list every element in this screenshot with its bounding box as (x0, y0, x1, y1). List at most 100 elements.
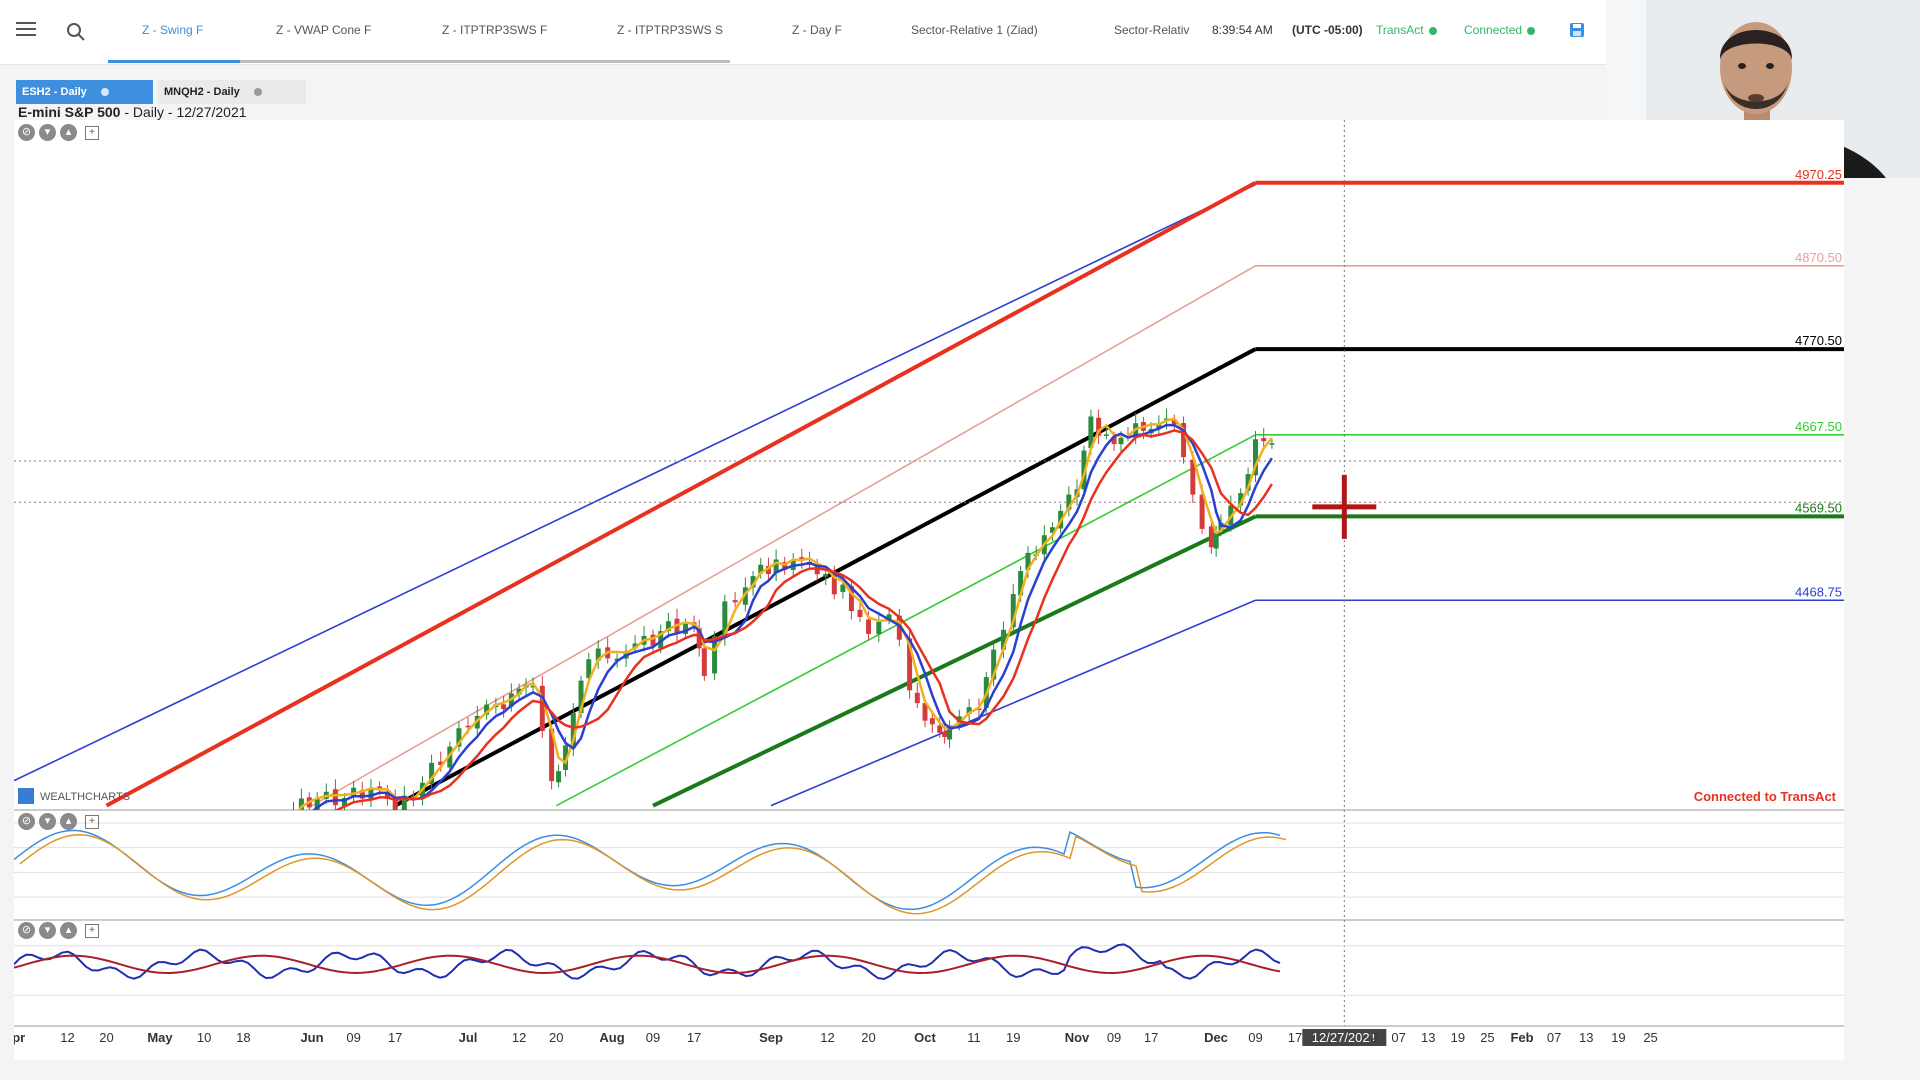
price-chart[interactable]: 4970.25 4870.50 4770.50 4667.50 4569.50 4468.… (3, 120, 1910, 1060)
time-tick-label: 07 (1547, 1030, 1561, 1045)
candle-body (283, 822, 288, 834)
time-tick-label: 19 (1451, 1030, 1465, 1045)
candle-body (556, 771, 562, 783)
pane-expand-icon[interactable]: ▴ (60, 813, 77, 830)
tab-sector-relativ[interactable]: Sector-Relativ (1114, 23, 1190, 37)
time-tick-label: 20 (549, 1030, 563, 1045)
candle-body (484, 704, 490, 715)
tab-itptrp3sws-f[interactable]: Z - ITPTRP3SWS F (442, 23, 548, 37)
time-tick-label: 19 (1611, 1030, 1625, 1045)
candle-body (368, 788, 374, 799)
connection-status: Connected (1464, 23, 1536, 37)
time-tick-label: 19 (1006, 1030, 1020, 1045)
candle-body (914, 692, 920, 704)
time-tick-label: 07 (1391, 1030, 1405, 1045)
time-tick-label: Jun (300, 1030, 323, 1045)
candle-body (929, 718, 935, 725)
candle-body (866, 619, 872, 634)
candle-body (1081, 450, 1087, 490)
time-axis[interactable]: Apr 12 20 May 10 18 Jun 09 17 Jul 12 20 Aug 09 17 Sep 12… (3, 1029, 1658, 1046)
symbol-tab-esh2[interactable]: ESH2 - Daily (16, 80, 153, 104)
active-tab-indicator (108, 60, 240, 63)
pane-close-icon[interactable]: ⊘ (18, 813, 35, 830)
candle-body (465, 725, 471, 728)
osc2-line-a (13, 943, 1281, 981)
time-tick-label: 17 (388, 1030, 402, 1045)
candle-body (840, 584, 846, 592)
pane-close-icon[interactable]: ⊘ (18, 124, 35, 141)
candle-body (1066, 494, 1072, 510)
time-tick-label: 13 (1579, 1030, 1593, 1045)
search-icon[interactable] (66, 22, 86, 42)
tab-sector-relative-ziad[interactable]: Sector-Relative 1 (Ziad) (911, 23, 1038, 37)
tabs-scrollbar[interactable] (240, 60, 730, 63)
candle-body (314, 798, 320, 810)
pane-expand-icon[interactable]: ▴ (60, 124, 77, 141)
candle-body (683, 623, 689, 634)
oscillator-pane-1[interactable] (13, 822, 1846, 915)
oscillator-pane-2[interactable] (13, 943, 1846, 996)
candle-body (665, 621, 671, 632)
candle-body (1199, 494, 1205, 529)
candle-body (1238, 493, 1244, 506)
candle-body (823, 574, 829, 577)
candle-body (966, 707, 972, 714)
tab-swing-f[interactable]: Z - Swing F (142, 23, 204, 37)
candle-body (976, 708, 982, 710)
pane-expand-icon[interactable]: ▴ (60, 922, 77, 939)
main-price-pane[interactable]: 4970.25 4870.50 4770.50 4667.50 4569.50 4468.… (14, 120, 1847, 1027)
time-tick-label: Sep (759, 1030, 783, 1045)
candle-body (1000, 629, 1006, 650)
symbol-tab-mnqh2[interactable]: MNQH2 - Daily (158, 80, 306, 104)
osc2-pane-tools: ⊘ ▾ ▴ + (18, 922, 99, 939)
candle-body (1213, 532, 1219, 549)
save-icon[interactable] (1569, 22, 1585, 38)
timezone-label: (UTC -05:00) (1292, 23, 1363, 37)
transact-status[interactable]: TransAct (1376, 23, 1437, 37)
candle-body (722, 601, 728, 638)
candle-body (1252, 439, 1258, 476)
time-tick-label: 12 (60, 1030, 74, 1045)
level-label-5: 4468.75 (1795, 584, 1842, 599)
candle-body (758, 564, 764, 574)
tab-itptrp3sws-s[interactable]: Z - ITPTRP3SWS S (617, 23, 724, 37)
connected-label: Connected (1464, 23, 1523, 37)
channel-line-2 (311, 265, 1256, 807)
pane-close-icon[interactable]: ⊘ (18, 922, 35, 939)
time-tick-label: Dec (1204, 1030, 1228, 1045)
main-pane-content (14, 180, 1846, 834)
hamburger-menu-icon[interactable] (16, 22, 36, 40)
channel-line-6 (770, 599, 1256, 807)
main-pane-tools: ⊘ ▾ ▴ + (18, 124, 99, 141)
top-toolbar: Z - Swing F Z - VWAP Cone F Z - ITPTRP3S… (0, 0, 1606, 65)
tab-vwap-cone-f[interactable]: Z - VWAP Cone F (276, 23, 372, 37)
candle-body (750, 576, 756, 588)
candle-body (595, 648, 601, 661)
tab-day-f[interactable]: Z - Day F (792, 23, 842, 37)
candle-body (922, 703, 928, 721)
time-tick-label: May (147, 1030, 173, 1045)
candle-body (1025, 552, 1031, 570)
ma-slow-line (328, 429, 1273, 810)
pane-collapse-icon[interactable]: ▾ (39, 813, 56, 830)
instrument-name: E-mini S&P 500 (18, 104, 121, 120)
candle-body (563, 745, 569, 770)
pane-collapse-icon[interactable]: ▾ (39, 922, 56, 939)
pane-collapse-icon[interactable]: ▾ (39, 124, 56, 141)
time-tick-label: 20 (99, 1030, 113, 1045)
ma-mid-line (312, 423, 1273, 810)
channel-line-1 (105, 181, 1257, 808)
pane-add-icon[interactable]: + (85, 923, 99, 938)
cursor-date-label: 12/27/2021 (1312, 1030, 1377, 1045)
instrument-period: - Daily - 12/27/2021 (120, 104, 247, 120)
pane-add-icon[interactable]: + (85, 125, 99, 140)
pane-add-icon[interactable]: + (85, 814, 99, 829)
time-tick-label: Apr (14, 1030, 25, 1045)
channel-line-4 (555, 434, 1256, 807)
chart-area[interactable]: 4970.25 4870.50 4770.50 4667.50 4569.50 4468.… (3, 120, 1910, 1060)
time-tick-label: 09 (346, 1030, 360, 1045)
candle-body (658, 631, 664, 649)
level-label-2: 4770.50 (1795, 333, 1842, 348)
candle-body (765, 566, 771, 574)
time-tick-label: 17 (1144, 1030, 1158, 1045)
